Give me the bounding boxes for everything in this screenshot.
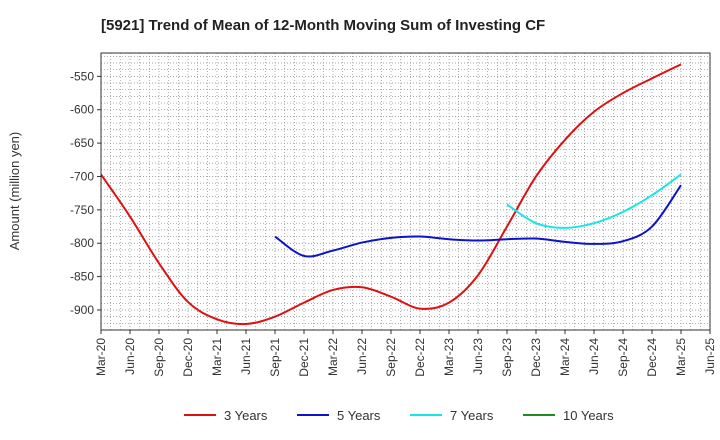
x-tick-label: Mar-22 bbox=[326, 338, 340, 376]
x-tick-label: Dec-20 bbox=[181, 338, 195, 377]
y-axis-label: Amount (million yen) bbox=[7, 132, 22, 251]
series-line-7-years bbox=[506, 173, 682, 229]
grid-lines bbox=[101, 53, 710, 330]
x-tick-label: Dec-21 bbox=[297, 338, 311, 377]
x-tick-label: Jun-25 bbox=[703, 338, 717, 375]
legend-label: 5 Years bbox=[337, 408, 381, 423]
x-tick-label: Jun-23 bbox=[471, 338, 485, 375]
series-line-5-years bbox=[274, 184, 682, 258]
series-line-3-years bbox=[100, 63, 682, 326]
x-tick-label: Sep-22 bbox=[384, 338, 398, 377]
y-tick-label: -900 bbox=[70, 303, 94, 317]
legend-label: 7 Years bbox=[450, 408, 494, 423]
y-tick-label: -650 bbox=[70, 136, 94, 150]
y-tick-label: -700 bbox=[70, 169, 94, 183]
chart-title: [5921] Trend of Mean of 12-Month Moving … bbox=[101, 17, 545, 34]
x-tick-label: Mar-20 bbox=[94, 338, 108, 376]
x-tick-label: Sep-23 bbox=[500, 338, 514, 377]
x-tick-label: Sep-20 bbox=[152, 338, 166, 377]
y-axis-ticks: -550 -600 -650 -700 -750 -800 -850 -900 bbox=[70, 69, 101, 317]
x-tick-label: Mar-24 bbox=[558, 338, 572, 376]
x-tick-label: Jun-21 bbox=[239, 338, 253, 375]
x-tick-label: Mar-21 bbox=[210, 338, 224, 376]
legend-label: 10 Years bbox=[563, 408, 614, 423]
series-layer bbox=[100, 63, 682, 326]
x-tick-label: Dec-24 bbox=[645, 338, 659, 377]
x-tick-label: Jun-20 bbox=[123, 338, 137, 375]
y-tick-label: -800 bbox=[70, 236, 94, 250]
y-tick-label: -550 bbox=[70, 69, 94, 83]
x-tick-label: Jun-22 bbox=[355, 338, 369, 375]
x-tick-label: Jun-24 bbox=[587, 338, 601, 375]
x-tick-label: Mar-23 bbox=[442, 338, 456, 376]
y-tick-label: -600 bbox=[70, 103, 94, 117]
y-tick-label: -850 bbox=[70, 270, 94, 284]
x-tick-label: Sep-21 bbox=[268, 338, 282, 377]
x-tick-label: Dec-23 bbox=[529, 338, 543, 377]
x-tick-label: Sep-24 bbox=[616, 338, 630, 377]
legend: 3 Years 5 Years 7 Years 10 Years bbox=[184, 408, 614, 423]
x-axis-ticks: Mar-20 Jun-20 Sep-20 Dec-20 Mar-21 Jun-21 Sep-… bbox=[94, 330, 717, 377]
x-tick-label: Mar-25 bbox=[674, 338, 688, 376]
legend-label: 3 Years bbox=[224, 408, 268, 423]
plot-area bbox=[101, 53, 710, 330]
plot-frame bbox=[100, 52, 711, 331]
x-tick-label: Dec-22 bbox=[413, 338, 427, 377]
y-tick-label: -750 bbox=[70, 203, 94, 217]
